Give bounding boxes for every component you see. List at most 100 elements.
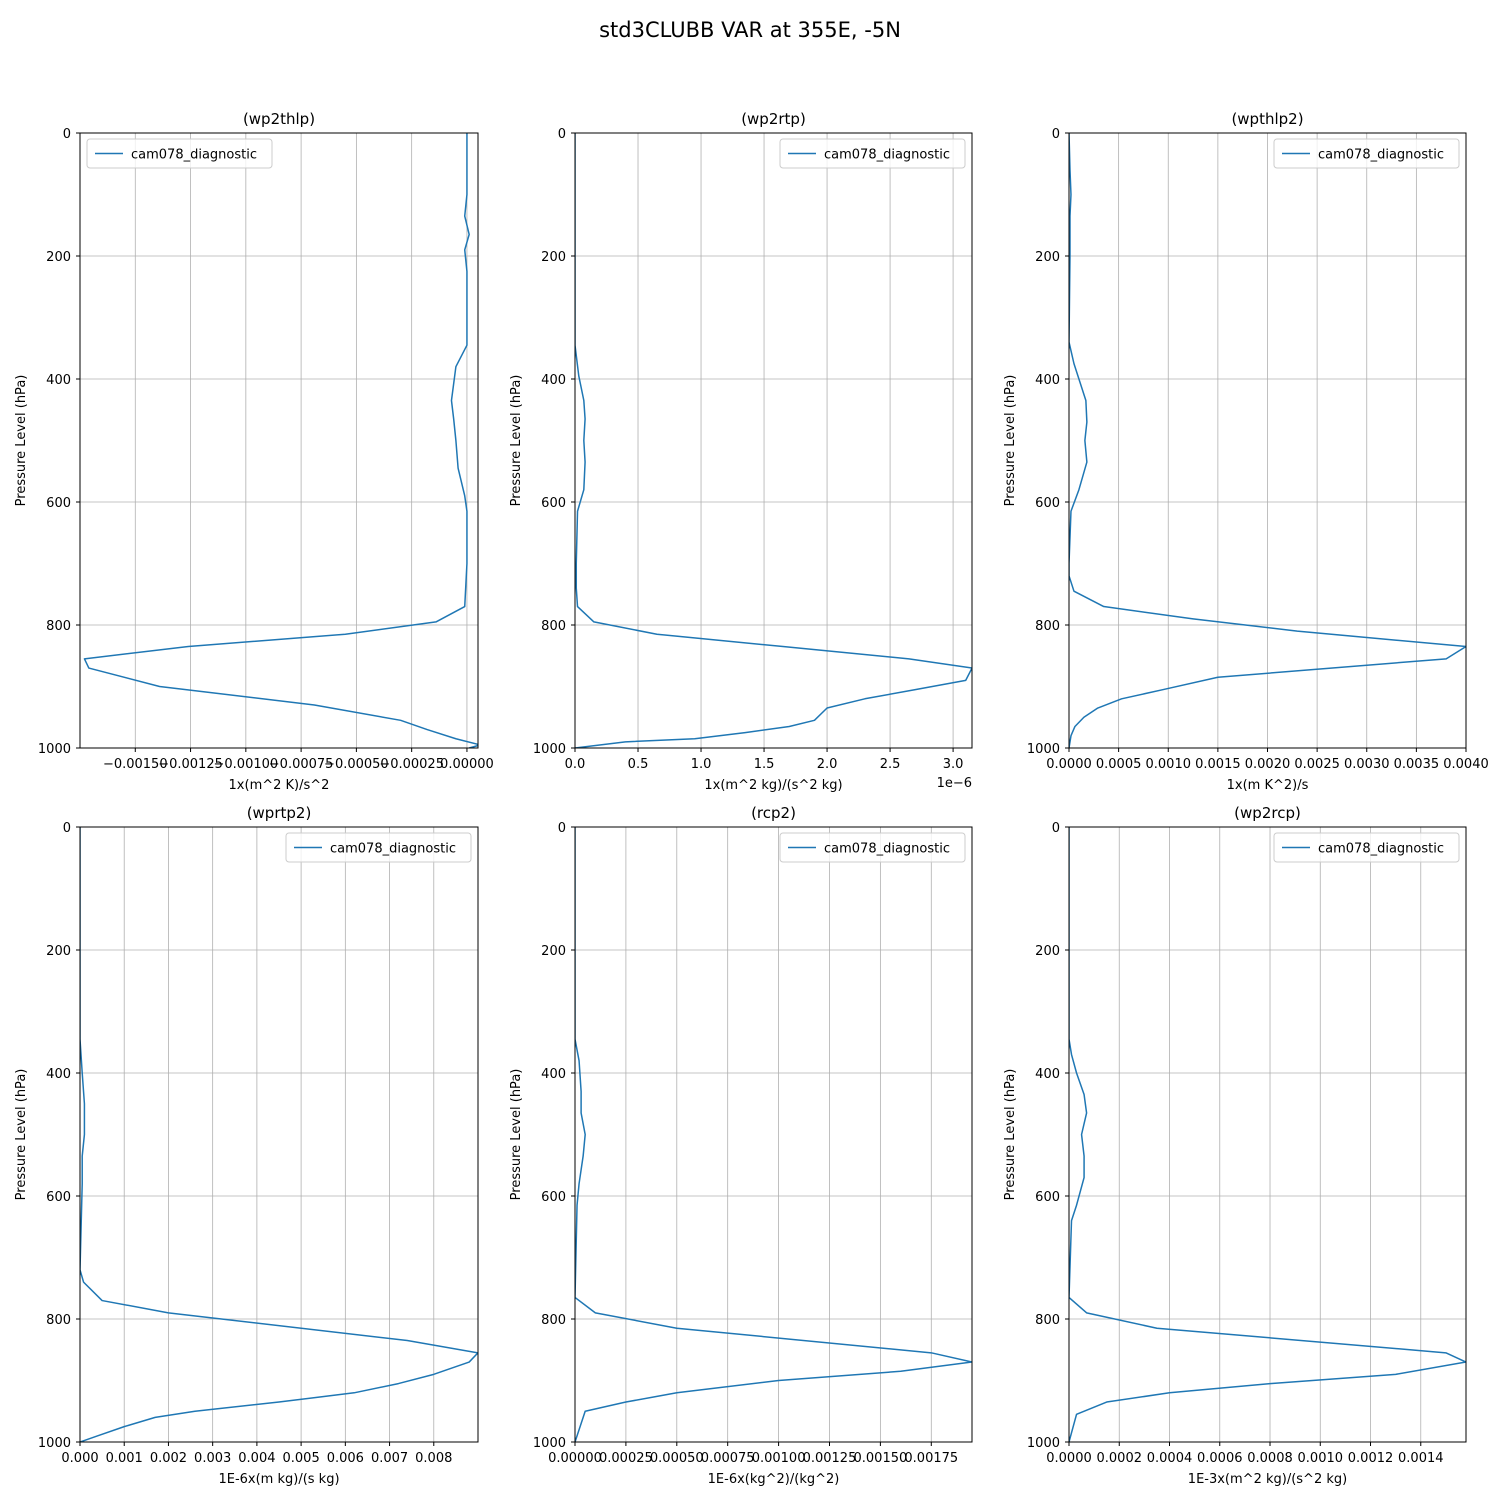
y-tick-label: 800: [1035, 1313, 1060, 1328]
y-tick-label: 600: [46, 1190, 71, 1205]
series-line-1: [1069, 827, 1466, 1442]
x-axis-label: 1x(m K^2)/s: [1227, 778, 1309, 793]
x-axis-label: 1x(m^2 kg)/(s^2 kg): [704, 778, 842, 793]
plot-frame: [79, 132, 479, 749]
subplot-5: 0.000000.000250.000500.000750.001000.001…: [509, 804, 973, 1487]
legend: cam078_diagnostic: [779, 138, 966, 169]
subplot-4: 0.000 0.001 0.002 0.003 0.004 0.005 0.006 0.007…: [14, 804, 479, 1487]
x-tick-label: 0.00100: [752, 1451, 806, 1466]
x-tick-label: 0.0000: [1046, 1451, 1092, 1466]
x-tick-label: 0.00125: [803, 1451, 857, 1466]
plot-frame: [1068, 826, 1467, 1443]
x-tick-label: 0.0030: [1344, 757, 1390, 772]
x-tick-label: 2.5: [880, 757, 901, 772]
subplot-title: (wp2thlp): [243, 110, 315, 128]
x-tick-label: 1.0: [691, 757, 712, 772]
subplot-1: −0.00150−0.00125−0.00100−0.00075−0.00050…: [14, 110, 494, 793]
y-tick-label: 1000: [1027, 1436, 1060, 1451]
x-tick-label: 0.0006: [1197, 1451, 1243, 1466]
subplot-title: (rcp2): [751, 804, 796, 822]
x-tick-label: 0.001: [106, 1451, 143, 1466]
legend-box: [1273, 832, 1460, 863]
y-tick-label: 400: [1035, 1067, 1060, 1082]
x-axis-label: 1E-6x(kg^2)/(kg^2): [708, 1472, 840, 1487]
x-tick-label: 0.00025: [599, 1451, 653, 1466]
y-tick-label: 0: [1052, 821, 1060, 836]
y-tick-label: 400: [46, 373, 71, 388]
x-tick-label: 0.0012: [1348, 1451, 1394, 1466]
y-tick-label: 400: [46, 1067, 71, 1082]
x-tick-label: 0.00150: [854, 1451, 908, 1466]
x-tick-label: 0.0002: [1097, 1451, 1143, 1466]
y-tick-label: 0: [558, 127, 566, 142]
x-tick-label: 0.003: [194, 1451, 231, 1466]
y-tick-label: 400: [541, 373, 566, 388]
x-tick-label: 0.0015: [1195, 757, 1241, 772]
legend-box: [779, 832, 966, 863]
x-tick-label: 0.002: [150, 1451, 187, 1466]
series-line-1: [83, 133, 478, 748]
legend-label: cam078_diagnostic: [1318, 148, 1444, 163]
x-tick-label: 3.0: [943, 757, 964, 772]
y-axis-label: Pressure Level (hPa): [509, 375, 524, 507]
x-tick-label: 0.00050: [650, 1451, 704, 1466]
y-tick-label: 1000: [38, 742, 71, 757]
y-tick-label: 800: [46, 1313, 71, 1328]
y-axis-label: Pressure Level (hPa): [1003, 375, 1018, 507]
y-tick-label: 800: [541, 619, 566, 634]
y-tick-label: 600: [1035, 1190, 1060, 1205]
subplot-title: (wpthlp2): [1231, 110, 1303, 128]
x-tick-label: 0.0014: [1398, 1451, 1444, 1466]
y-tick-label: 800: [541, 1313, 566, 1328]
y-tick-label: 0: [558, 821, 566, 836]
x-tick-label: −0.00150: [103, 757, 168, 772]
legend-label: cam078_diagnostic: [1318, 842, 1444, 857]
y-tick-label: 200: [541, 250, 566, 265]
subplot-6: 0.0000 0.0002 0.0004 0.0006 0.0008 0.0010 0.00…: [1003, 804, 1467, 1487]
legend: cam078_diagnostic: [779, 832, 966, 863]
legend-box: [285, 832, 472, 863]
y-tick-label: 600: [541, 1190, 566, 1205]
y-tick-label: 800: [1035, 619, 1060, 634]
subplot-3: 0.0000 0.0005 0.0010 0.0015 0.0020 0.0025 0.00…: [1003, 110, 1489, 793]
y-tick-label: 200: [541, 944, 566, 959]
subplot-grid: −0.00150−0.00125−0.00100−0.00075−0.00050…: [14, 110, 1489, 1487]
y-tick-label: 600: [46, 496, 71, 511]
x-tick-label: 1.5: [754, 757, 775, 772]
x-tick-label: 0.5: [628, 757, 649, 772]
subplot-2: 0.0 0.5 1.0 1.5 2.0 2.5 3.0 0 200 400 600 800 1000 (w…: [509, 110, 973, 793]
x-tick-label: −0.00025: [379, 757, 444, 772]
y-axis-label: Pressure Level (hPa): [1003, 1069, 1018, 1201]
plot-frame: [79, 826, 479, 1443]
plot-frame: [574, 826, 973, 1443]
x-tick-label: 0.0000: [1046, 757, 1092, 772]
x-tick-label: 0.0004: [1147, 1451, 1193, 1466]
legend-box: [1273, 138, 1460, 169]
legend-label: cam078_diagnostic: [824, 148, 950, 163]
x-tick-label: 0.0020: [1245, 757, 1291, 772]
y-tick-label: 400: [541, 1067, 566, 1082]
x-tick-label: 0.006: [327, 1451, 364, 1466]
y-tick-label: 1000: [38, 1436, 71, 1451]
x-tick-label: 0.005: [283, 1451, 320, 1466]
x-tick-label: −0.00125: [158, 757, 223, 772]
legend: cam078_diagnostic: [285, 832, 472, 863]
x-axis-label: 1E-6x(m kg)/(s kg): [218, 1472, 339, 1487]
y-axis-label: Pressure Level (hPa): [14, 1069, 29, 1201]
y-tick-label: 200: [46, 250, 71, 265]
y-axis-label: Pressure Level (hPa): [14, 375, 29, 507]
x-tick-label: 0.004: [238, 1451, 275, 1466]
x-tick-label: 0.0040: [1443, 757, 1489, 772]
x-tick-label: 0.0010: [1298, 1451, 1344, 1466]
legend-label: cam078_diagnostic: [131, 148, 257, 163]
figure-title: std3CLUBB VAR at 355E, -5N: [599, 18, 901, 42]
legend: cam078_diagnostic: [86, 138, 273, 169]
y-tick-label: 1000: [533, 742, 566, 757]
x-axis-label: 1E-3x(m^2 kg)/(s^2 kg): [1188, 1472, 1347, 1487]
x-tick-label: 0.0008: [1247, 1451, 1293, 1466]
series-line-1: [575, 133, 972, 748]
x-tick-label: −0.00075: [269, 757, 334, 772]
y-tick-label: 200: [1035, 944, 1060, 959]
legend: cam078_diagnostic: [1273, 138, 1460, 169]
plot-frame: [574, 132, 973, 749]
